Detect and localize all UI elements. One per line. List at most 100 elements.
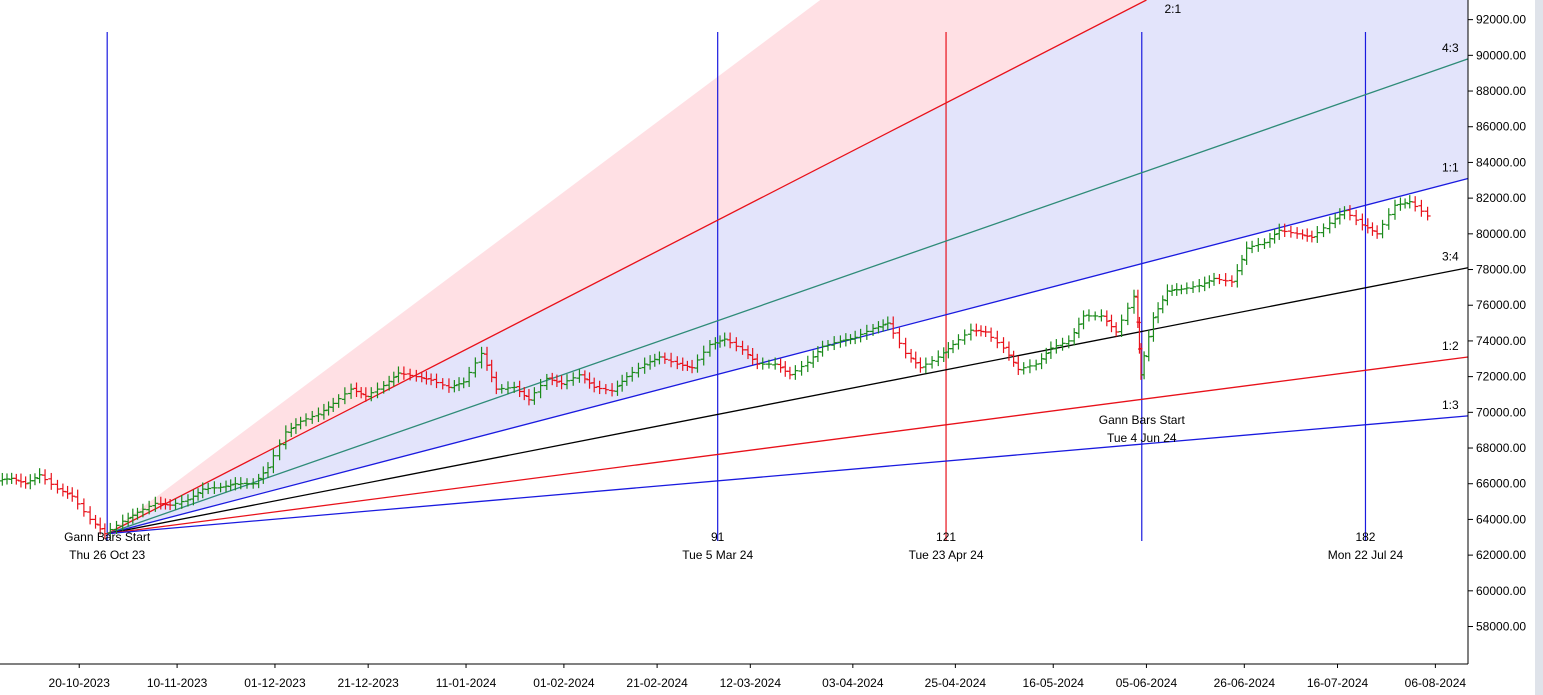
price-bar [1150,312,1157,342]
price-bar [694,354,701,373]
price-bar [178,494,185,509]
price-bar [1071,328,1078,346]
y-tick-label-13: 84000.00 [1476,155,1526,169]
price-bar [668,352,675,368]
price-bar [994,330,1001,349]
y-tick-label-3: 64000.00 [1476,512,1526,526]
price-bar [139,503,146,518]
price-bar [558,375,565,390]
x-tick-label-8: 03-04-2024 [822,676,884,690]
price-bar [400,366,407,380]
price-bar [804,355,811,373]
marker-label-4-1: Gann Bars Start [1099,413,1186,427]
price-bar [798,360,805,376]
price-bar [1402,198,1409,209]
y-tick-label-2: 62000.00 [1476,548,1526,562]
price-bar [1080,310,1087,330]
price-bar [602,384,609,395]
x-tick-label-6: 21-02-2024 [626,676,688,690]
price-bar [1020,362,1027,375]
price-bar [581,370,588,384]
price-bar [759,357,766,370]
price-bar [847,334,854,345]
fan-fill-between-2-1-and-1-1 [107,0,1469,534]
fan-line-layer [106,0,1469,535]
fan-line-2-1 [106,0,1147,535]
price-bar [591,377,598,393]
price-bar [276,439,283,461]
price-bar [13,473,20,485]
fan-label-4-3: 4:3 [1442,41,1459,55]
price-bar [1000,337,1007,354]
price-bar [1281,223,1288,237]
price-bar [1238,254,1245,276]
price-bar [940,347,947,362]
price-bar [863,324,870,340]
price-bar [478,346,485,369]
price-bar [1131,289,1138,314]
fan-line-1-2 [107,356,1469,535]
price-bar [270,449,277,474]
price-bar [113,520,120,534]
price-bar [428,373,435,386]
price-bar [1353,209,1360,226]
price-bar [504,381,511,395]
right-scroll-strip[interactable] [1535,0,1543,695]
price-bar [472,357,479,378]
price-bar [31,473,38,486]
fan-line-4-3 [106,58,1469,535]
y-tick-label-0: 58000.00 [1476,620,1526,634]
price-bar [831,336,838,351]
price-bar [744,345,751,360]
x-axis: 20-10-2023 10-11-2023 01-12-2023 21-12-2023… [0,663,1468,690]
price-bar [824,340,831,351]
price-bar [1047,341,1054,359]
price-bar [1196,278,1203,293]
price-bar [1010,350,1017,367]
price-bar [908,348,915,363]
price-bar [570,372,577,386]
price-bar [727,332,734,349]
x-tick-label-5: 01-02-2024 [533,676,595,690]
price-bar [896,327,903,349]
price-bar [596,380,603,395]
price-bar [498,384,505,394]
price-bar [1424,206,1431,221]
y-tick-label-4: 66000.00 [1476,477,1526,491]
price-bar [511,381,518,393]
price-bar [922,357,929,374]
price-bar [341,387,348,405]
fan-line-1-3 [107,415,1469,535]
price-bar-layer [0,195,1431,540]
price-bar [967,323,974,341]
price-bar [22,476,29,489]
marker-count-3: 121 [936,530,956,544]
price-bar [1169,284,1176,296]
price-bar [988,327,995,342]
price-bar [368,387,375,402]
price-bar [537,378,544,399]
x-tick-label-1: 10-11-2023 [147,676,208,690]
price-bar [1190,281,1197,293]
price-bar [1271,228,1278,244]
price-bar [955,334,962,350]
y-tick-label-6: 70000.00 [1476,405,1526,419]
price-bar [1391,199,1398,220]
price-bar [1216,273,1223,285]
y-tick-label-7: 72000.00 [1476,370,1526,384]
price-bar [303,413,310,427]
price-bar [1222,273,1229,287]
price-bar [1085,309,1092,322]
x-tick-label-13: 16-07-2024 [1307,676,1369,690]
price-bar [1332,213,1339,229]
price-bar [107,522,114,540]
price-bar [1092,311,1099,321]
price-bar [880,319,887,332]
price-bar [288,422,295,437]
x-tick-label-0: 20-10-2023 [49,676,111,690]
price-bar [1418,199,1425,217]
marker-label-2-1: Tue 5 Mar 24 [682,548,753,562]
price-bar [1385,208,1392,230]
fan-label-1-1: 1:1 [1442,160,1459,174]
price-bar [837,335,844,348]
